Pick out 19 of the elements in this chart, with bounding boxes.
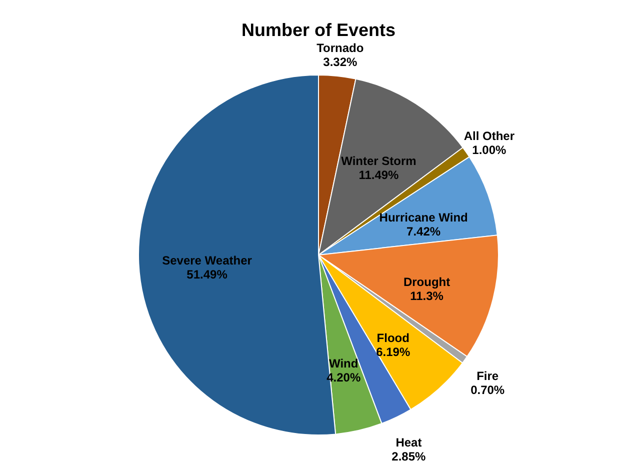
data-label: 51.49% [186, 267, 228, 282]
slice-label: Flood [376, 330, 410, 345]
data-label: 3.32% [323, 55, 358, 70]
data-label: 6.19% [376, 344, 410, 359]
slice-label: Drought [403, 275, 450, 290]
data-label: 11.3% [410, 289, 444, 304]
data-label: 1.00% [472, 143, 507, 158]
chart-title: Number of Events [241, 20, 396, 40]
slice-label: Winter Storm [341, 154, 416, 168]
data-label: 0.70% [470, 383, 505, 398]
data-label: 7.42% [406, 224, 441, 238]
slice-label: Hurricane Wind [379, 210, 468, 224]
slice-label: Fire [476, 369, 499, 384]
slice-label: All Other [464, 129, 515, 144]
slice-label: Heat [396, 435, 422, 450]
data-label: 2.85% [392, 449, 426, 464]
slice-label: Severe Weather [162, 253, 252, 268]
slice-label: Tornado [316, 41, 364, 56]
data-label: 11.49% [358, 168, 400, 182]
